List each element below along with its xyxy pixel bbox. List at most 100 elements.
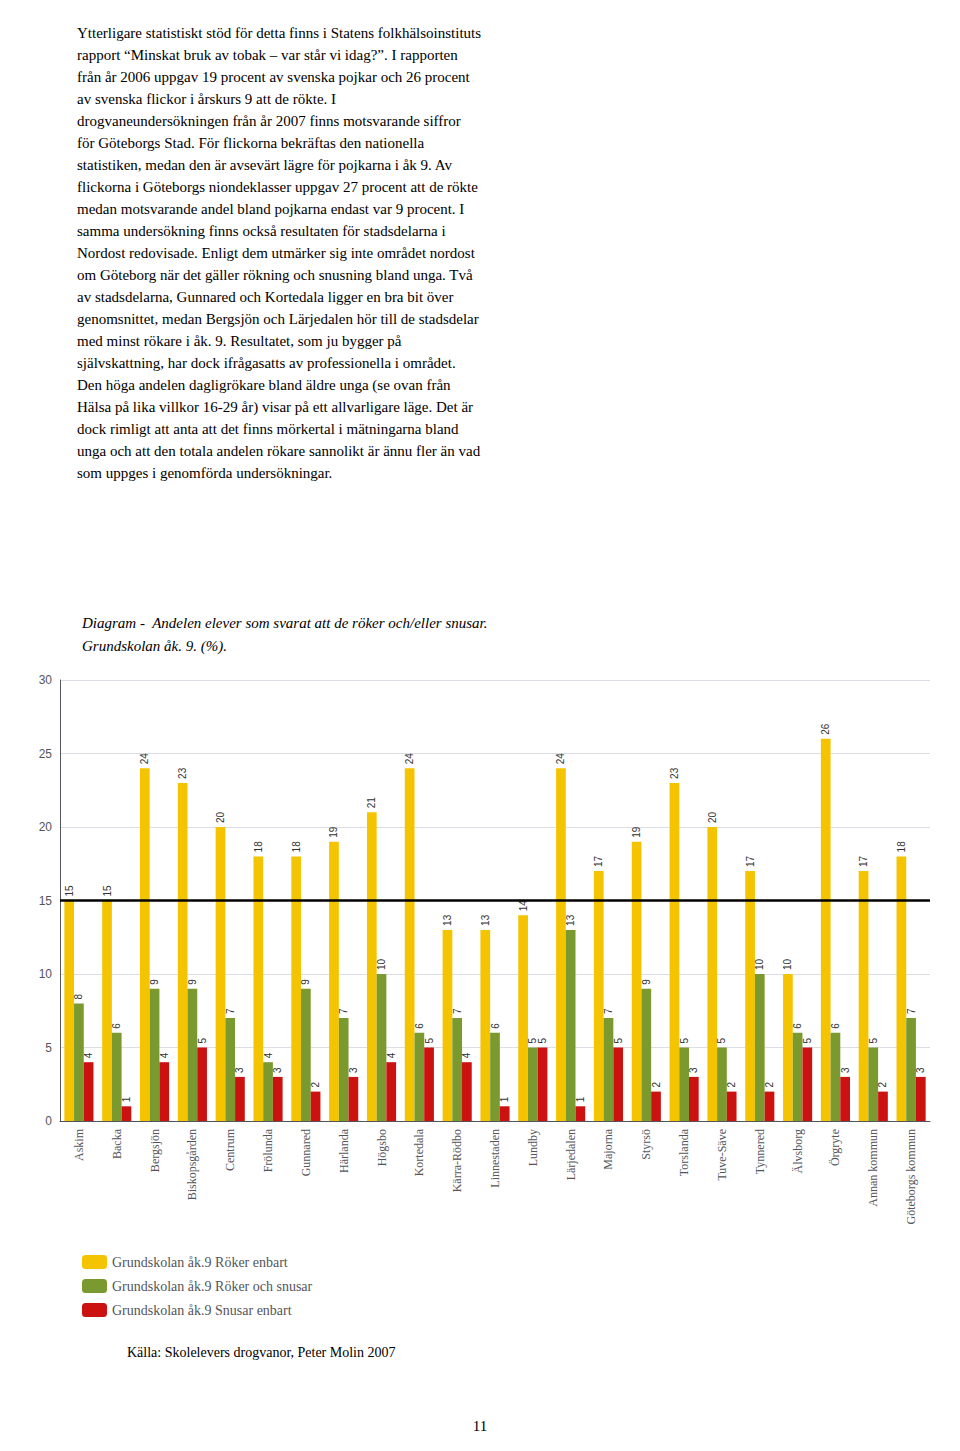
svg-text:av svenska flickor i årskurs 9: av svenska flickor i årskurs 9 att de rö… (77, 91, 336, 107)
svg-text:Grundskolan åk.9 Snusar enbart: Grundskolan åk.9 Snusar enbart (112, 1303, 292, 1318)
svg-text:10: 10 (782, 958, 793, 970)
svg-text:2: 2 (726, 1082, 737, 1088)
svg-text:Centrum: Centrum (223, 1128, 237, 1171)
svg-text:2: 2 (877, 1082, 888, 1088)
svg-text:Styrsö: Styrsö (639, 1129, 653, 1160)
svg-text:21: 21 (366, 797, 377, 809)
svg-text:18: 18 (896, 841, 907, 853)
svg-text:Kortedala: Kortedala (412, 1128, 426, 1176)
svg-text:19: 19 (328, 826, 339, 838)
svg-text:13: 13 (565, 914, 576, 926)
svg-text:1: 1 (121, 1096, 132, 1102)
svg-text:Grundskolan åk. 9. (%).: Grundskolan åk. 9. (%). (82, 638, 227, 655)
svg-text:Göteborgs kommun: Göteborgs kommun (904, 1129, 918, 1224)
svg-text:Majorna: Majorna (601, 1128, 615, 1169)
svg-text:15: 15 (39, 894, 53, 908)
svg-text:genomsnittet, medan Bergsjön o: genomsnittet, medan Bergsjön och Lärjeda… (77, 311, 479, 327)
svg-text:6: 6 (830, 1023, 841, 1029)
svg-text:Grundskolan åk.9 Röker enbart: Grundskolan åk.9 Röker enbart (112, 1255, 288, 1270)
svg-text:Härlanda: Härlanda (337, 1128, 351, 1173)
svg-text:Högsbo: Högsbo (375, 1129, 389, 1166)
svg-text:13: 13 (480, 914, 491, 926)
svg-text:23: 23 (669, 767, 680, 779)
svg-text:som uppges i genomförda unders: som uppges i genomförda undersökningar. (77, 465, 332, 481)
svg-text:från år 2006 uppgav 19 procent: från år 2006 uppgav 19 procent av svensk… (77, 69, 471, 85)
svg-text:Askim: Askim (72, 1128, 86, 1161)
svg-text:10: 10 (754, 958, 765, 970)
svg-text:4: 4 (83, 1052, 94, 1058)
svg-text:5: 5 (537, 1038, 548, 1044)
svg-text:30: 30 (39, 673, 53, 687)
svg-text:unga och att den totala andele: unga och att den totala andelen rökare s… (77, 443, 481, 459)
svg-text:Biskopsgården: Biskopsgården (185, 1129, 199, 1200)
svg-text:10: 10 (376, 958, 387, 970)
svg-text:av stadsdelarna, Gunnared och: av stadsdelarna, Gunnared och Kortedala … (77, 289, 454, 305)
svg-text:3: 3 (688, 1067, 699, 1073)
svg-text:6: 6 (792, 1023, 803, 1029)
svg-text:6: 6 (414, 1023, 425, 1029)
svg-text:medan motsvarande andel bland: medan motsvarande andel bland pojkarna e… (77, 201, 464, 217)
svg-text:6: 6 (111, 1023, 122, 1029)
svg-text:5: 5 (679, 1038, 690, 1044)
svg-text:Den höga andelen dagligrökare: Den höga andelen dagligrökare bland äldr… (77, 377, 451, 394)
svg-text:24: 24 (555, 753, 566, 765)
svg-text:23: 23 (177, 767, 188, 779)
svg-text:19: 19 (631, 826, 642, 838)
svg-text:5: 5 (716, 1038, 727, 1044)
svg-text:11: 11 (473, 1418, 487, 1434)
svg-text:24: 24 (139, 753, 150, 765)
svg-text:20: 20 (707, 811, 718, 823)
svg-text:5: 5 (45, 1041, 52, 1055)
svg-text:statistiken, medan den är avse: statistiken, medan den är avsevärt lägre… (77, 157, 453, 173)
svg-text:1: 1 (575, 1096, 586, 1102)
svg-text:7: 7 (906, 1008, 917, 1014)
svg-text:samma undersökning finns också: samma undersökning finns också resultate… (77, 223, 446, 239)
svg-text:Tynnered: Tynnered (753, 1129, 767, 1174)
svg-text:20: 20 (39, 820, 53, 834)
svg-text:3: 3 (234, 1067, 245, 1073)
svg-text:13: 13 (442, 914, 453, 926)
svg-text:Bergsjön: Bergsjön (148, 1129, 162, 1172)
svg-text:25: 25 (39, 747, 53, 761)
svg-text:9: 9 (187, 979, 198, 985)
svg-text:7: 7 (338, 1008, 349, 1014)
svg-text:18: 18 (291, 841, 302, 853)
svg-text:Frölunda: Frölunda (261, 1128, 275, 1172)
svg-text:7: 7 (452, 1008, 463, 1014)
svg-text:2: 2 (651, 1082, 662, 1088)
svg-text:Ytterligare statistiskt stöd f: Ytterligare statistiskt stöd för detta f… (77, 25, 481, 41)
svg-text:0: 0 (45, 1114, 52, 1128)
svg-text:20: 20 (215, 811, 226, 823)
svg-text:dock rimligt att anta att det: dock rimligt att anta att det finns mörk… (77, 421, 459, 437)
svg-text:10: 10 (39, 967, 53, 981)
svg-text:Backa: Backa (110, 1128, 124, 1159)
svg-text:Lundby: Lundby (526, 1129, 540, 1166)
svg-text:5: 5 (197, 1038, 208, 1044)
svg-text:Grundskolan åk.9 Röker och snu: Grundskolan åk.9 Röker och snusar (112, 1279, 313, 1294)
svg-text:Annan kommun: Annan kommun (866, 1129, 880, 1207)
svg-text:Källa: Skolelevers drogvanor,: Källa: Skolelevers drogvanor, Peter Moli… (127, 1345, 396, 1360)
svg-text:7: 7 (225, 1008, 236, 1014)
svg-text:5: 5 (424, 1038, 435, 1044)
svg-text:9: 9 (641, 979, 652, 985)
svg-text:Diagram - Andelen elever som: Diagram - Andelen elever som svarat att … (81, 615, 488, 631)
svg-text:4: 4 (263, 1052, 274, 1058)
svg-text:flickorna i Göteborgs niondekl: flickorna i Göteborgs niondeklasser uppg… (77, 179, 478, 195)
svg-text:9: 9 (149, 979, 160, 985)
svg-text:med minst rökare i åk. 9. Resu: med minst rökare i åk. 9. Resultatet, so… (77, 333, 402, 349)
svg-text:18: 18 (253, 841, 264, 853)
svg-text:4: 4 (461, 1052, 472, 1058)
svg-text:26: 26 (820, 723, 831, 735)
svg-text:Tuve-Säve: Tuve-Säve (715, 1129, 729, 1181)
svg-text:Kärra-Rödbo: Kärra-Rödbo (450, 1129, 464, 1192)
svg-text:3: 3 (840, 1067, 851, 1073)
svg-text:Gunnared: Gunnared (299, 1129, 313, 1176)
svg-text:Linnestaden: Linnestaden (488, 1129, 502, 1188)
svg-text:för Göteborgs Stad. För flicko: för Göteborgs Stad. För flickorna bekräf… (77, 135, 424, 151)
svg-text:15: 15 (64, 885, 75, 897)
svg-text:2: 2 (310, 1082, 321, 1088)
svg-text:3: 3 (348, 1067, 359, 1073)
svg-text:Älvsborg: Älvsborg (791, 1129, 805, 1173)
svg-text:6: 6 (490, 1023, 501, 1029)
svg-text:om Göteborg när det gäller rök: om Göteborg när det gäller rökning och s… (77, 267, 473, 283)
